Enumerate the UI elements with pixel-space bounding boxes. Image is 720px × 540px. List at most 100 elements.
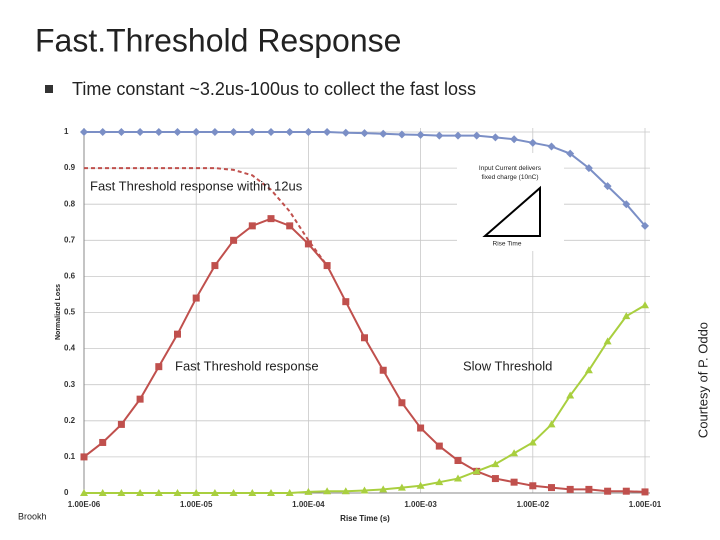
x-tick-label: 1.00E-02 bbox=[517, 500, 550, 509]
data-point bbox=[491, 475, 499, 483]
y-tick-label: 0.3 bbox=[64, 380, 76, 389]
inset-axis: Rise Time bbox=[493, 241, 522, 248]
data-point bbox=[117, 128, 126, 136]
data-point bbox=[528, 138, 537, 147]
data-point bbox=[80, 128, 88, 136]
data-point bbox=[417, 424, 425, 432]
data-point bbox=[154, 128, 163, 136]
data-point bbox=[136, 489, 145, 496]
x-tick-label: 1.00E-05 bbox=[180, 500, 213, 509]
data-point bbox=[80, 453, 88, 461]
annotation: Fast Threshold response bbox=[175, 358, 319, 373]
data-point bbox=[174, 330, 182, 338]
data-point bbox=[622, 487, 630, 495]
data-point bbox=[136, 128, 145, 136]
y-tick-label: 1 bbox=[64, 127, 69, 136]
y-tick-label: 0.9 bbox=[64, 163, 76, 172]
data-point bbox=[622, 312, 631, 320]
data-point bbox=[154, 489, 163, 496]
data-point bbox=[566, 149, 575, 158]
slide-title: Fast.Threshold Response bbox=[35, 22, 401, 58]
data-point bbox=[341, 128, 350, 137]
data-point bbox=[98, 128, 107, 136]
inset-title-text: Input Current delivers bbox=[479, 165, 542, 172]
data-point bbox=[286, 222, 294, 230]
data-point bbox=[472, 467, 481, 475]
data-point bbox=[529, 482, 537, 490]
annotation: Fast Threshold response within 12us bbox=[90, 178, 303, 193]
footer-left: Brookh bbox=[18, 511, 47, 521]
data-point bbox=[566, 391, 575, 399]
y-tick-label: 0.6 bbox=[64, 272, 76, 281]
data-point bbox=[342, 298, 350, 306]
data-point bbox=[267, 128, 276, 136]
data-point bbox=[192, 294, 200, 302]
data-point bbox=[173, 489, 182, 496]
data-point bbox=[379, 366, 387, 374]
data-point bbox=[641, 301, 649, 309]
data-point bbox=[192, 489, 201, 496]
data-point bbox=[267, 489, 276, 496]
data-point bbox=[230, 236, 238, 244]
data-point bbox=[416, 130, 425, 139]
data-point bbox=[435, 478, 444, 486]
inset: Input Current delivers fixed charge (10nC… bbox=[457, 153, 564, 251]
data-point bbox=[398, 399, 406, 407]
y-axis-title: Normalized Loss bbox=[55, 284, 62, 340]
data-point bbox=[360, 129, 369, 138]
data-point bbox=[603, 337, 612, 345]
data-point bbox=[210, 128, 219, 136]
data-point bbox=[510, 449, 519, 457]
data-point bbox=[528, 438, 537, 446]
data-point bbox=[379, 129, 388, 138]
y-tick-label: 0.8 bbox=[64, 199, 76, 208]
data-point bbox=[641, 488, 649, 496]
data-point bbox=[229, 128, 238, 136]
data-point bbox=[98, 489, 107, 496]
data-point bbox=[453, 474, 462, 482]
data-point bbox=[248, 489, 257, 496]
data-point bbox=[435, 442, 443, 450]
data-point bbox=[285, 489, 294, 496]
data-point bbox=[604, 487, 612, 495]
data-point bbox=[211, 262, 219, 270]
x-tick-label: 1.00E-06 bbox=[68, 500, 101, 509]
data-point bbox=[397, 130, 406, 139]
data-point bbox=[323, 128, 332, 136]
bullet-text: Time constant ~3.2us-100us to collect th… bbox=[72, 79, 476, 99]
data-point bbox=[397, 483, 406, 491]
data-point bbox=[435, 131, 444, 140]
data-point bbox=[566, 485, 574, 493]
y-tick-label: 0.4 bbox=[64, 344, 76, 353]
data-point bbox=[641, 221, 649, 230]
data-point bbox=[622, 200, 631, 209]
annotation: Slow Threshold bbox=[463, 358, 552, 373]
data-point bbox=[510, 478, 518, 486]
data-point bbox=[267, 215, 275, 223]
data-point bbox=[585, 485, 593, 493]
data-point bbox=[155, 363, 163, 371]
data-point bbox=[80, 489, 88, 496]
x-axis-title: Rise Time (s) bbox=[340, 514, 390, 523]
data-point bbox=[416, 481, 425, 489]
x-tick-label: 1.00E-01 bbox=[629, 500, 662, 509]
data-point bbox=[379, 485, 388, 493]
data-point bbox=[304, 128, 313, 136]
data-point bbox=[99, 438, 107, 446]
y-tick-label: 0.7 bbox=[64, 235, 76, 244]
credit: Courtesy of P. Oddo bbox=[695, 322, 710, 438]
y-tick-label: 0.1 bbox=[64, 452, 76, 461]
inset-title-text: fixed charge (10nC) bbox=[481, 174, 538, 181]
data-point bbox=[323, 487, 332, 495]
y-tick-label: 0.2 bbox=[64, 416, 76, 425]
data-point bbox=[491, 460, 500, 468]
x-tick-label: 1.00E-03 bbox=[404, 500, 437, 509]
data-point bbox=[491, 133, 500, 142]
data-point bbox=[117, 489, 126, 496]
inset-box bbox=[457, 153, 564, 251]
series-line bbox=[84, 167, 328, 267]
inset-title: Input Current delivers fixed charge (10nC… bbox=[479, 165, 542, 181]
data-point bbox=[117, 420, 125, 428]
data-point bbox=[229, 489, 238, 496]
